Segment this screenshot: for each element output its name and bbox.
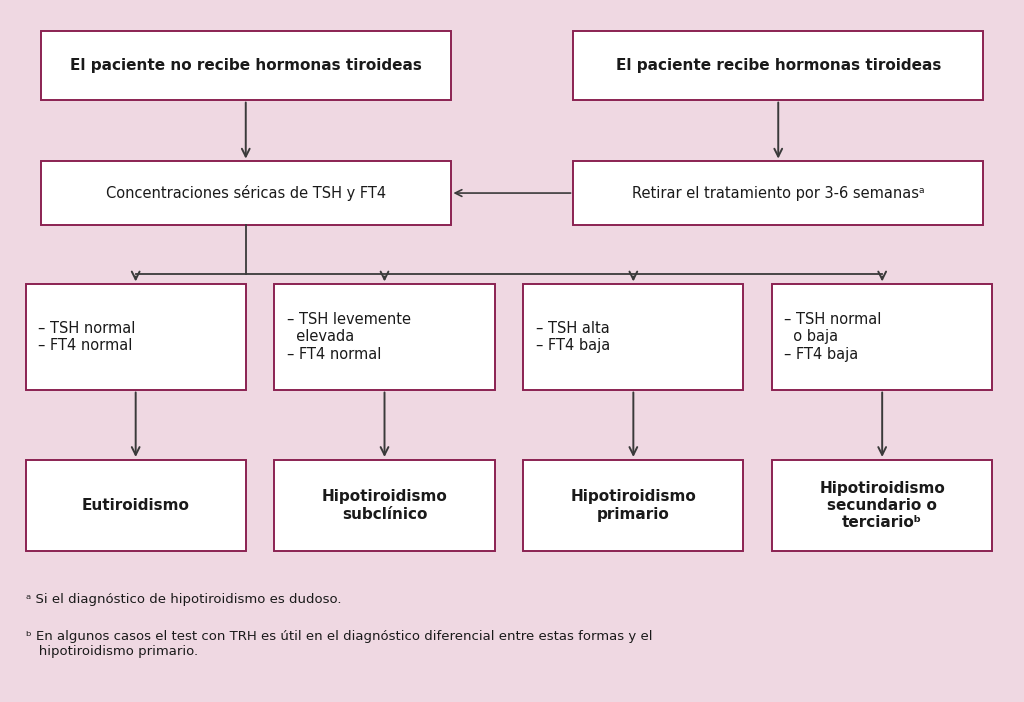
FancyBboxPatch shape	[772, 460, 992, 551]
Text: Retirar el tratamiento por 3-6 semanasᵃ: Retirar el tratamiento por 3-6 semanasᵃ	[632, 185, 925, 201]
Text: Hipotiroidismo
subclínico: Hipotiroidismo subclínico	[322, 489, 447, 522]
Text: ᵇ En algunos casos el test con TRH es útil en el diagnóstico diferencial entre e: ᵇ En algunos casos el test con TRH es út…	[26, 630, 652, 658]
Text: El paciente no recibe hormonas tiroideas: El paciente no recibe hormonas tiroideas	[70, 58, 422, 73]
FancyBboxPatch shape	[573, 161, 983, 225]
FancyBboxPatch shape	[772, 284, 992, 390]
FancyBboxPatch shape	[26, 460, 246, 551]
Text: ᵃ Si el diagnóstico de hipotiroidismo es dudoso.: ᵃ Si el diagnóstico de hipotiroidismo es…	[26, 593, 341, 607]
FancyBboxPatch shape	[274, 284, 495, 390]
Text: – TSH normal
  o baja
– FT4 baja: – TSH normal o baja – FT4 baja	[784, 312, 882, 362]
Text: – TSH levemente
  elevada
– FT4 normal: – TSH levemente elevada – FT4 normal	[287, 312, 411, 362]
Text: – TSH alta
– FT4 baja: – TSH alta – FT4 baja	[536, 321, 610, 353]
FancyBboxPatch shape	[274, 460, 495, 551]
FancyBboxPatch shape	[41, 161, 451, 225]
FancyBboxPatch shape	[41, 31, 451, 100]
FancyBboxPatch shape	[26, 284, 246, 390]
FancyBboxPatch shape	[523, 284, 743, 390]
Text: – TSH normal
– FT4 normal: – TSH normal – FT4 normal	[38, 321, 135, 353]
FancyBboxPatch shape	[573, 31, 983, 100]
FancyBboxPatch shape	[523, 460, 743, 551]
Text: El paciente recibe hormonas tiroideas: El paciente recibe hormonas tiroideas	[615, 58, 941, 73]
Text: Eutiroidismo: Eutiroidismo	[82, 498, 189, 513]
Text: Hipotiroidismo
primario: Hipotiroidismo primario	[570, 489, 696, 522]
Text: Hipotiroidismo
secundario o
terciarioᵇ: Hipotiroidismo secundario o terciarioᵇ	[819, 481, 945, 530]
Text: Concentraciones séricas de TSH y FT4: Concentraciones séricas de TSH y FT4	[105, 185, 386, 201]
